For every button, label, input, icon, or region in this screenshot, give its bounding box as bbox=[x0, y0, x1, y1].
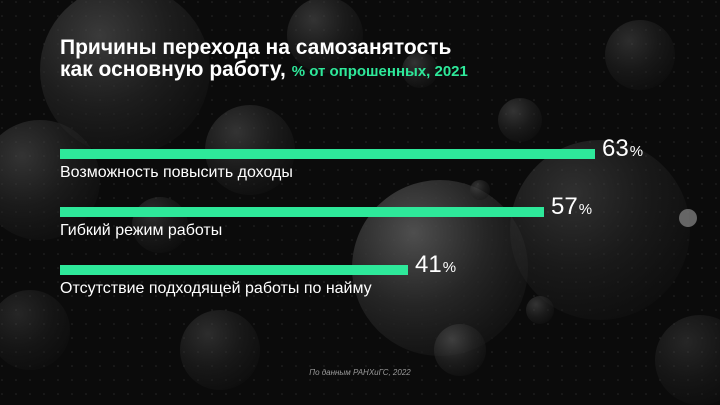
bar-value-label-2: 57% bbox=[551, 193, 592, 224]
bar-value-label-3: 41% bbox=[415, 251, 456, 282]
source-note: По данным РАНХиГС, 2022 bbox=[309, 368, 411, 377]
chart-title-line-1: Причины перехода на самозанятость bbox=[60, 36, 452, 59]
bar-1 bbox=[60, 149, 595, 159]
bar-3 bbox=[60, 265, 408, 275]
chart-title-line-2: как основную работу, % от опрошенных, 20… bbox=[60, 58, 468, 84]
bar-value-unit: % bbox=[578, 201, 593, 218]
bar-value-number: 63 bbox=[602, 135, 629, 162]
category-label-2: Гибкий режим работы bbox=[60, 222, 223, 239]
bar-value-number: 41 bbox=[415, 251, 442, 278]
bar-value-number: 57 bbox=[551, 193, 578, 220]
category-label-1: Возможность повысить доходы bbox=[60, 164, 293, 181]
chart-title-line-2-text: как основную работу, bbox=[60, 58, 286, 81]
bar-value-label-1: 63% bbox=[602, 135, 643, 166]
chart-subtitle: % от опрошенных, 2021 bbox=[291, 63, 468, 80]
bar-value-unit: % bbox=[629, 143, 644, 160]
bar-value-unit: % bbox=[442, 259, 457, 276]
category-label-3: Отсутствие подходящей работы по найму bbox=[60, 280, 372, 297]
bar-2 bbox=[60, 207, 544, 217]
